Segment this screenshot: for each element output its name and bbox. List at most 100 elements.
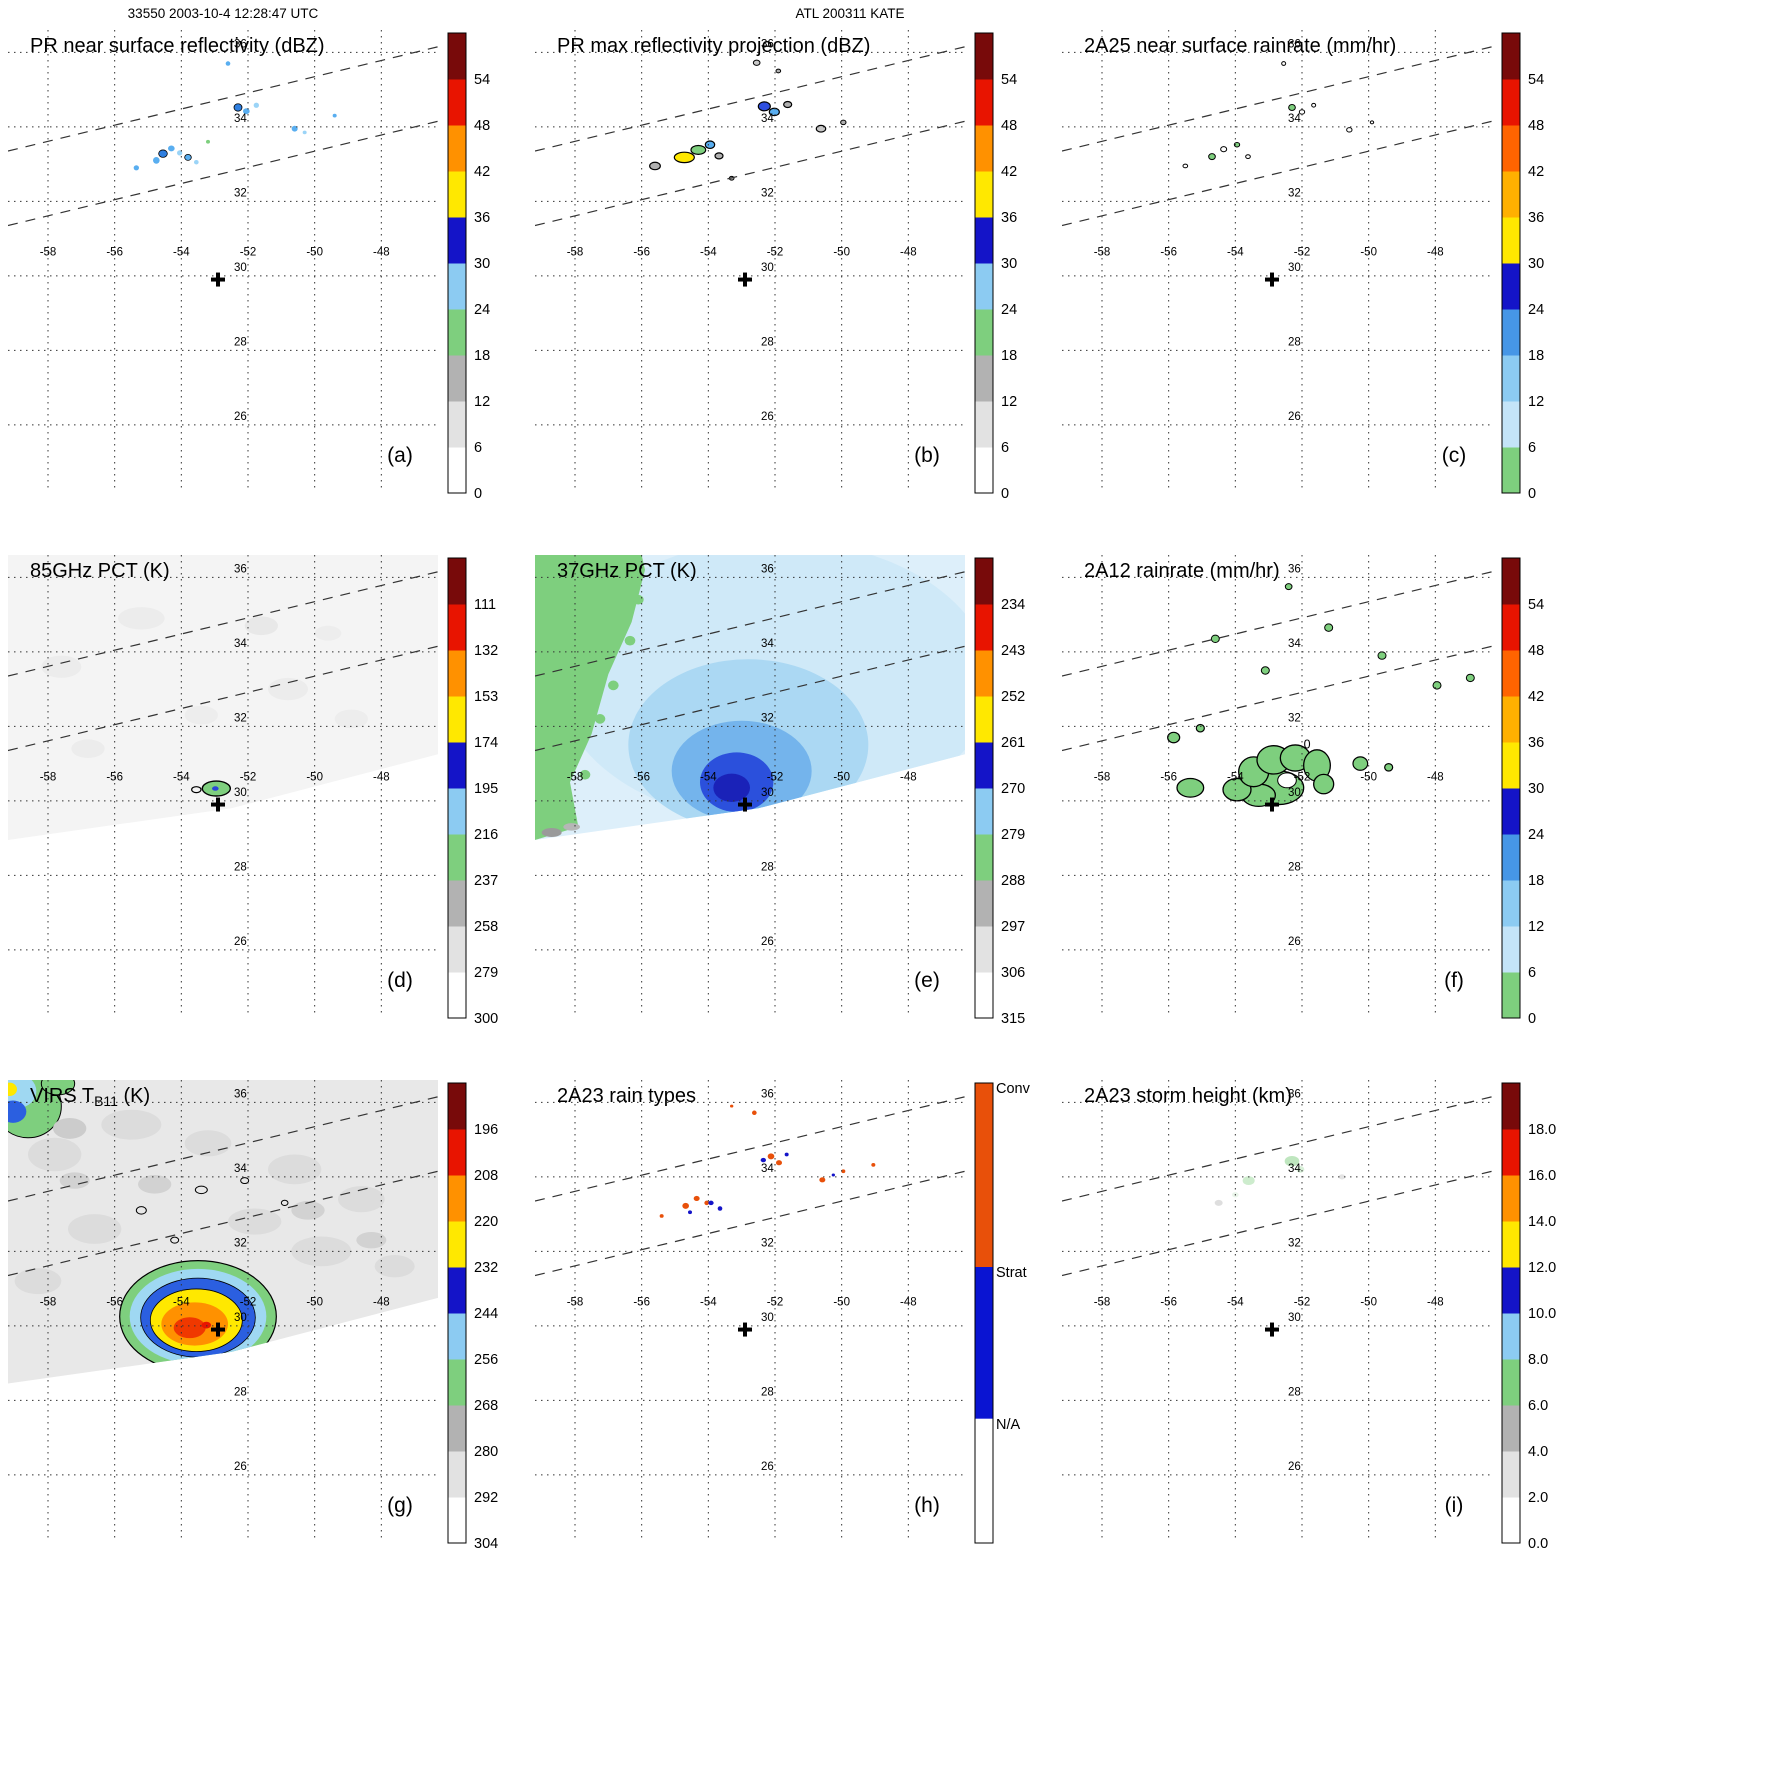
- svg-text:-56: -56: [106, 246, 123, 258]
- svg-text:32: 32: [1288, 1237, 1301, 1249]
- svg-text:0.0: 0.0: [1528, 1536, 1548, 1552]
- svg-text:36: 36: [761, 1088, 774, 1100]
- svg-text:48: 48: [1528, 118, 1544, 134]
- svg-text:30: 30: [761, 1312, 774, 1324]
- svg-text:26: 26: [234, 411, 247, 423]
- svg-text:-56: -56: [106, 1296, 123, 1308]
- swath-edge-lines: [8, 46, 438, 227]
- svg-text:-50: -50: [1360, 246, 1377, 258]
- svg-text:-58: -58: [1094, 1296, 1111, 1308]
- svg-text:Strat: Strat: [996, 1265, 1027, 1281]
- svg-text:N/A: N/A: [996, 1417, 1021, 1433]
- swath-edge-lines: [1062, 46, 1492, 227]
- svg-text:26: 26: [234, 936, 247, 948]
- svg-text:36: 36: [1288, 563, 1301, 575]
- svg-text:30: 30: [1288, 262, 1301, 274]
- panel-d-colorbar: 300 279 258 237 216 195 174 153 132 111: [447, 557, 498, 1027]
- panel-letter: (a): [387, 444, 413, 467]
- panel-d: -58 -56 -54 -52 -50 -48 26 28 30 32 34 36 85GHz PCT …: [8, 555, 538, 1029]
- svg-text:-58: -58: [1094, 246, 1111, 258]
- svg-text:2.0: 2.0: [1528, 1490, 1548, 1506]
- svg-text:32: 32: [234, 187, 247, 199]
- svg-text:36: 36: [761, 38, 774, 50]
- svg-text:-58: -58: [567, 246, 584, 258]
- svg-text:-50: -50: [1360, 771, 1377, 783]
- svg-text:34: 34: [761, 1163, 774, 1175]
- panel-i-colorbar: 0.0 2.0 4.0 6.0 8.0 10.0 12.0 14.0 16.0 18.0: [1501, 1082, 1556, 1552]
- svg-text:-58: -58: [567, 1296, 584, 1308]
- panel-e-colorbar: 315 306 297 288 279 270 261 252 243 234: [974, 557, 1025, 1027]
- svg-text:12: 12: [1528, 919, 1544, 935]
- contour-label: 0: [1304, 738, 1311, 752]
- storm-center-marker: [211, 1322, 225, 1337]
- svg-text:32: 32: [1288, 712, 1301, 724]
- svg-text:28: 28: [1288, 1386, 1301, 1398]
- svg-text:28: 28: [1288, 861, 1301, 873]
- storm-center-marker: [211, 272, 225, 287]
- svg-text:36: 36: [474, 210, 490, 226]
- svg-text:32: 32: [761, 187, 774, 199]
- svg-text:48: 48: [1528, 643, 1544, 659]
- svg-text:300: 300: [474, 1011, 498, 1027]
- svg-text:24: 24: [1001, 302, 1017, 318]
- svg-text:-48: -48: [900, 771, 917, 783]
- svg-text:-52: -52: [240, 771, 257, 783]
- map-shapes: [133, 61, 337, 171]
- panel-g-map: -58 -56 -54 -52 -50 -48 26 28 30 32 34 36 VIRS TB11 …: [8, 1080, 438, 1540]
- svg-text:28: 28: [234, 1386, 247, 1398]
- svg-text:36: 36: [1288, 38, 1301, 50]
- svg-text:42: 42: [1001, 164, 1017, 180]
- svg-text:48: 48: [1001, 118, 1017, 134]
- storm-center-marker: [738, 1322, 752, 1337]
- svg-text:-48: -48: [373, 1296, 390, 1308]
- svg-text:36: 36: [234, 38, 247, 50]
- svg-text:-58: -58: [40, 771, 57, 783]
- svg-text:-48: -48: [373, 771, 390, 783]
- svg-text:-52: -52: [1294, 771, 1311, 783]
- svg-text:-56: -56: [1160, 246, 1177, 258]
- svg-text:28: 28: [1288, 336, 1301, 348]
- swath-edge-lines: [535, 1096, 965, 1277]
- panel-f-colorbar: 0 6 12 18 24 30 36 42 48 54: [1501, 557, 1544, 1027]
- storm-center-marker: [1265, 1322, 1279, 1337]
- orbit-timestamp-header: 33550 2003-10-4 12:28:47 UTC: [127, 6, 319, 21]
- panel-letter: (h): [914, 1494, 940, 1517]
- svg-text:244: 244: [474, 1306, 498, 1322]
- svg-text:8.0: 8.0: [1528, 1352, 1548, 1368]
- svg-text:30: 30: [761, 787, 774, 799]
- panel-g-colorbar: 304 292 280 268 256 244 232 220 208 196: [447, 1082, 498, 1552]
- svg-text:6: 6: [1528, 965, 1536, 981]
- svg-text:-52: -52: [240, 1296, 257, 1308]
- svg-text:16.0: 16.0: [1528, 1168, 1556, 1184]
- panel-a-colorbar: 0 6 12 18 24 30 36 42 48 54: [447, 32, 490, 502]
- svg-text:6: 6: [1001, 440, 1009, 456]
- svg-text:6.0: 6.0: [1528, 1398, 1548, 1414]
- svg-text:306: 306: [1001, 965, 1025, 981]
- panel-title: VIRS TB11 (K): [30, 1085, 150, 1109]
- svg-text:26: 26: [1288, 411, 1301, 423]
- svg-text:-48: -48: [373, 246, 390, 258]
- svg-text:18: 18: [1528, 873, 1544, 889]
- svg-text:42: 42: [474, 164, 490, 180]
- svg-text:54: 54: [1528, 597, 1544, 613]
- svg-text:256: 256: [474, 1352, 498, 1368]
- panel-i: -58 -56 -54 -52 -50 -48 26 28 30 32 34 36 2A23 storm…: [1062, 1080, 1592, 1554]
- svg-text:234: 234: [1001, 597, 1025, 613]
- panel-title: 85GHz PCT (K): [30, 560, 170, 582]
- panel-letter: (i): [1445, 1494, 1464, 1517]
- svg-text:30: 30: [761, 262, 774, 274]
- svg-text:42: 42: [1528, 689, 1544, 705]
- svg-text:26: 26: [761, 411, 774, 423]
- svg-text:30: 30: [1288, 787, 1301, 799]
- svg-text:30: 30: [234, 262, 247, 274]
- svg-text:252: 252: [1001, 689, 1025, 705]
- svg-text:32: 32: [234, 712, 247, 724]
- svg-text:-54: -54: [1227, 246, 1244, 258]
- svg-text:-48: -48: [900, 1296, 917, 1308]
- swath-edge-lines: [8, 571, 438, 752]
- svg-text:-56: -56: [1160, 1296, 1177, 1308]
- svg-text:288: 288: [1001, 873, 1025, 889]
- svg-text:-50: -50: [306, 246, 323, 258]
